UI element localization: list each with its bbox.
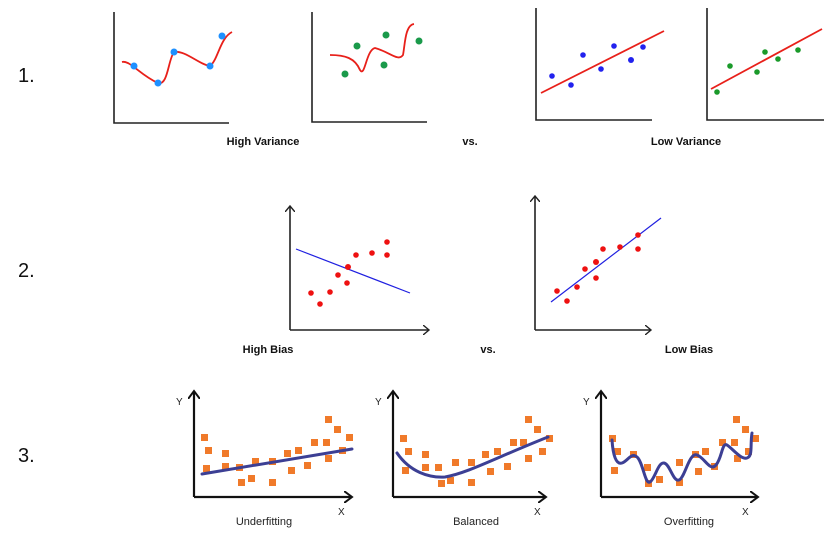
data-points (549, 43, 646, 88)
high-variance-plot-1 (113, 12, 233, 124)
row-number-1: 1. (18, 65, 35, 87)
x-axis-label: X (338, 507, 345, 518)
low-variance-caption: Low Variance (651, 136, 721, 148)
x-axis-label: X (742, 507, 749, 518)
axes (706, 8, 824, 121)
overfit-curve (329, 23, 415, 73)
low-variance-plot-1 (535, 8, 665, 121)
x-axis-label: X (534, 507, 541, 518)
axes (113, 12, 229, 124)
overfitting-plot: Y X (583, 391, 759, 518)
low-bias-plot (535, 196, 662, 330)
fit-line (200, 447, 354, 476)
fit-line (295, 248, 411, 294)
balanced-caption: Balanced (453, 516, 499, 528)
fit-line (540, 30, 665, 94)
high-bias-caption: High Bias (243, 344, 294, 356)
row-number-3: 3. (18, 445, 35, 467)
high-variance-caption: High Variance (227, 136, 300, 148)
data-points (341, 31, 423, 78)
row-number-2: 2. (18, 260, 35, 282)
overfit-curve (121, 31, 233, 84)
fit-curve (395, 435, 550, 479)
fit-curve (610, 431, 754, 484)
high-variance-plot-2 (311, 12, 427, 123)
axes (535, 8, 652, 121)
y-axis-label: Y (176, 397, 183, 408)
data-points (308, 239, 390, 307)
high-bias-plot (290, 206, 429, 330)
overfitting-caption: Overfitting (664, 516, 714, 528)
y-axis-label: Y (375, 397, 382, 408)
data-points (400, 416, 553, 487)
fit-line (550, 217, 662, 303)
low-bias-caption: Low Bias (665, 344, 713, 356)
data-points (714, 47, 801, 95)
underfitting-plot: Y X (176, 391, 353, 518)
underfitting-caption: Underfitting (236, 516, 292, 528)
y-axis-label: Y (583, 397, 590, 408)
data-points (130, 32, 226, 87)
fit-line (710, 28, 823, 90)
data-points (201, 416, 353, 486)
balanced-plot: Y X (375, 391, 553, 518)
vs-label-1: vs. (462, 136, 477, 148)
low-variance-plot-2 (706, 8, 824, 121)
axes (311, 12, 427, 123)
vs-label-2: vs. (480, 344, 495, 356)
data-points (554, 232, 641, 304)
